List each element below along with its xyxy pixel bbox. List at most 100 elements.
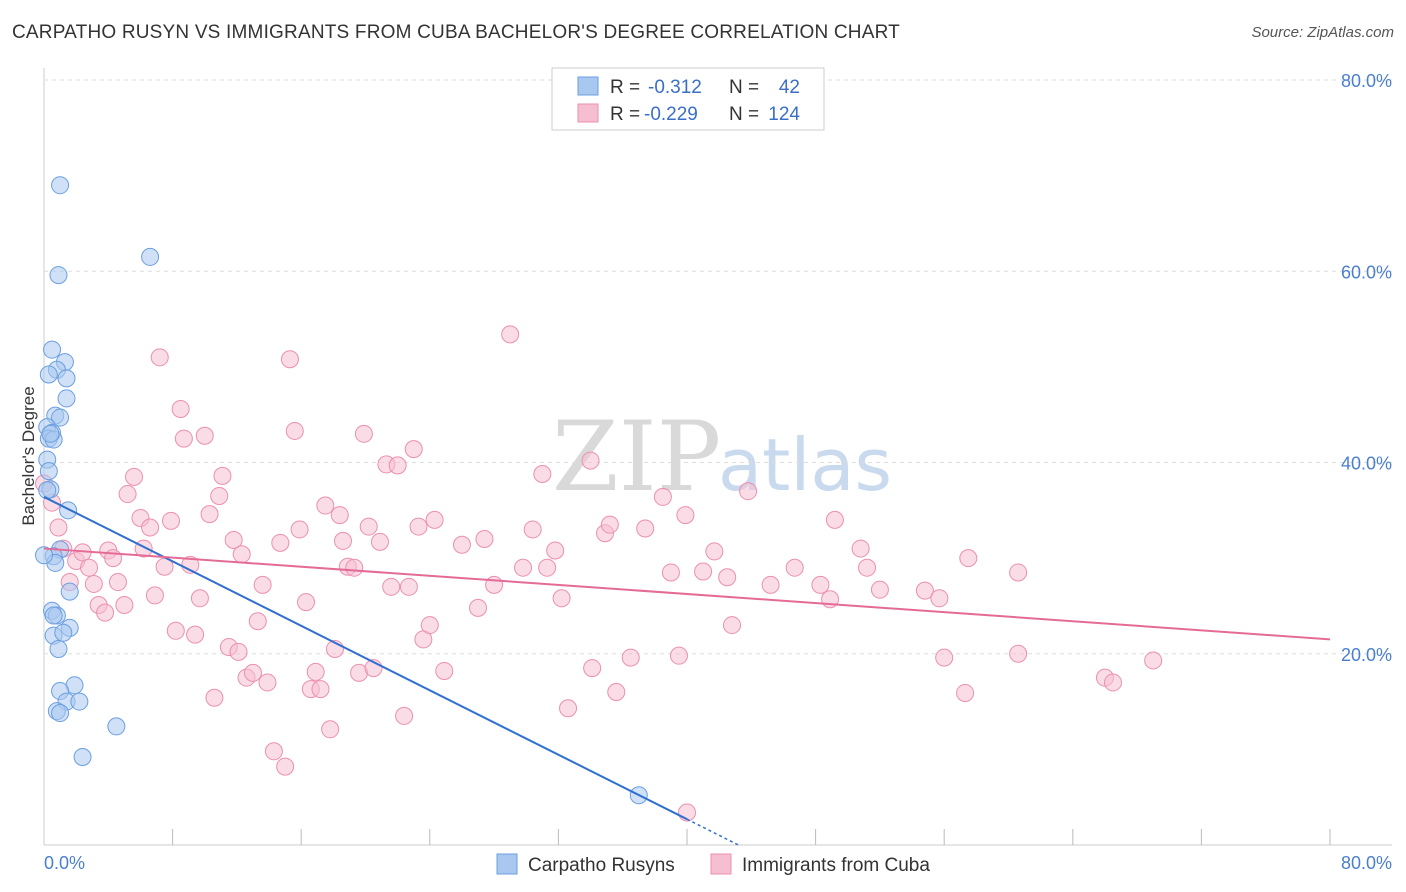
data-point-cuba	[1144, 651, 1163, 670]
data-point-cuba	[723, 616, 742, 635]
data-point-carpatho-rusyn	[44, 606, 63, 625]
data-point-carpatho-rusyn	[39, 365, 58, 384]
stats-legend-swatch-pink	[577, 103, 599, 123]
data-point-cuba	[382, 577, 401, 596]
data-point-cuba	[248, 612, 267, 631]
watermark-zip: ZIP	[552, 401, 721, 513]
stats-legend-n-label: N =	[729, 104, 759, 125]
data-point-cuba	[224, 530, 243, 549]
data-point-cuba	[174, 429, 193, 448]
data-point-carpatho-rusyn	[49, 639, 68, 658]
data-point-cuba	[581, 451, 600, 470]
x-ticks	[172, 829, 1331, 845]
data-point-cuba	[858, 558, 877, 577]
data-point-carpatho-rusyn	[41, 424, 60, 443]
data-point-cuba	[190, 589, 209, 608]
data-point-cuba	[538, 558, 557, 577]
chart-title: CARPATHO RUSYN VS IMMIGRANTS FROM CUBA B…	[12, 22, 900, 43]
data-point-cuba	[501, 325, 520, 344]
y-tick-label: 40.0%	[1341, 454, 1392, 474]
data-point-carpatho-rusyn	[59, 501, 78, 520]
trend-line-carpatho-rusyns-extension	[686, 818, 739, 846]
data-point-cuba	[475, 530, 494, 548]
stats-legend-n-label: N =	[729, 77, 759, 98]
data-point-cuba	[559, 699, 578, 718]
data-point-carpatho-rusyn	[39, 462, 58, 481]
data-point-cuba	[469, 598, 488, 617]
data-point-cuba	[425, 510, 444, 529]
trend-line-immigrants-from-cuba	[43, 547, 1331, 641]
data-point-cuba	[915, 581, 934, 600]
data-point-cuba	[435, 661, 454, 680]
stats-legend-r-value: -0.229	[644, 104, 698, 125]
data-point-cuba	[345, 558, 364, 577]
data-point-cuba	[825, 510, 844, 529]
data-point-cuba	[694, 562, 713, 581]
data-point-cuba	[306, 662, 325, 681]
data-point-cuba	[870, 580, 889, 599]
data-point-cuba	[210, 486, 229, 505]
stats-legend-n-value: 124	[768, 104, 800, 125]
data-point-cuba	[311, 680, 330, 699]
data-point-cuba	[370, 532, 389, 551]
source-label: Source: ZipAtlas.com	[1251, 24, 1394, 41]
y-tick-label: 60.0%	[1341, 262, 1392, 282]
data-point-cuba	[213, 466, 232, 485]
data-point-cuba	[388, 456, 407, 475]
data-point-cuba	[321, 720, 340, 739]
data-point-cuba	[271, 533, 290, 552]
data-point-cuba	[1009, 563, 1028, 582]
data-point-cuba	[276, 757, 295, 776]
data-point-carpatho-rusyn	[57, 389, 76, 408]
data-point-cuba	[49, 518, 68, 537]
legend-label-immigrants-from-cuba: Immigrants from Cuba	[742, 855, 930, 876]
data-point-cuba	[166, 621, 185, 640]
data-point-cuba	[399, 577, 418, 596]
stats-legend-swatch-blue	[577, 76, 599, 96]
data-point-cuba	[1103, 673, 1122, 692]
data-point-cuba	[161, 511, 180, 530]
data-point-cuba	[600, 515, 619, 534]
data-point-carpatho-rusyn	[51, 704, 70, 723]
data-point-cuba	[705, 542, 724, 561]
data-point-carpatho-rusyn	[141, 247, 160, 266]
grid-lines	[44, 79, 1392, 655]
x-tick-label-max: 80.0%	[1341, 853, 1392, 873]
data-point-cuba	[243, 663, 262, 682]
data-point-cuba	[930, 589, 949, 608]
stats-legend-n-value: 42	[779, 77, 800, 98]
data-point-cuba	[851, 539, 870, 558]
data-point-cuba	[546, 541, 565, 560]
data-point-cuba	[264, 742, 283, 761]
data-point-carpatho-rusyn	[54, 623, 73, 642]
data-point-cuba	[96, 603, 115, 622]
data-point-cuba	[118, 485, 137, 504]
data-point-cuba	[661, 563, 680, 582]
data-point-cuba	[80, 558, 99, 577]
data-point-cuba	[145, 586, 164, 605]
data-point-cuba	[297, 593, 316, 612]
data-point-cuba	[653, 487, 672, 506]
data-point-carpatho-rusyn	[107, 717, 126, 736]
data-point-cuba	[621, 648, 640, 667]
data-point-cuba	[205, 688, 224, 707]
legend-label-carpatho-rusyns: Carpatho Rusyns	[528, 855, 675, 876]
data-point-cuba	[420, 616, 439, 635]
data-point-cuba	[141, 518, 160, 537]
data-point-cuba	[935, 648, 954, 667]
data-point-cuba	[533, 464, 552, 483]
data-point-carpatho-rusyn	[35, 546, 53, 565]
data-point-cuba	[552, 589, 571, 608]
data-point-cuba	[330, 506, 349, 525]
data-point-cuba	[959, 549, 978, 568]
data-point-cuba	[409, 517, 428, 536]
data-point-cuba	[125, 467, 144, 486]
data-point-carpatho-rusyn	[43, 340, 62, 359]
data-point-cuba	[280, 350, 299, 369]
data-point-cuba	[290, 520, 309, 539]
data-point-cuba	[150, 348, 169, 367]
data-point-cuba	[607, 683, 626, 701]
stats-legend: R = -0.312 N = 42 R = -0.229 N = 124	[551, 67, 825, 131]
data-point-cuba	[186, 625, 205, 644]
data-point-cuba	[718, 568, 737, 587]
